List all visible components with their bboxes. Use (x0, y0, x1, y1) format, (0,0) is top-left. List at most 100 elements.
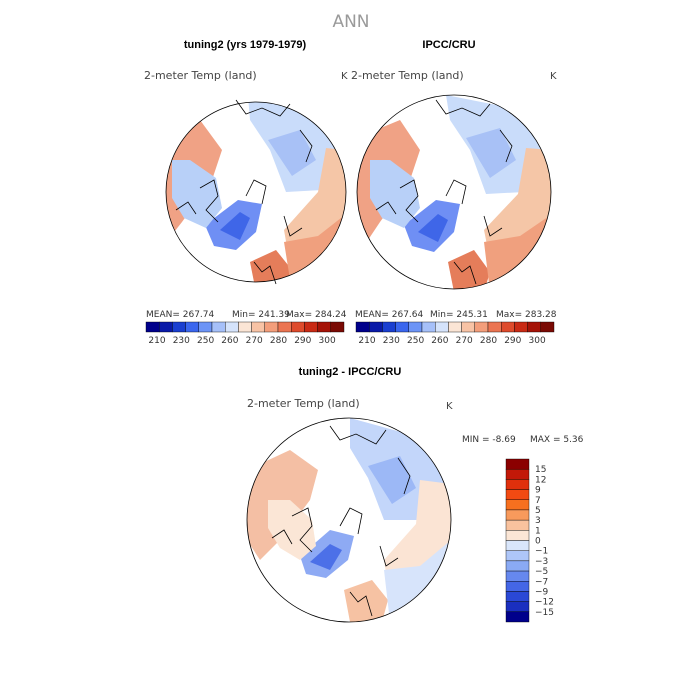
colorbar-swatch (304, 321, 318, 333)
colorbar-swatch (505, 509, 530, 521)
land-siberia-anom-interior (368, 456, 416, 504)
colorbar-tick-label: 1 (535, 526, 541, 536)
colorbar-swatch (461, 321, 476, 333)
colorbar-swatch (448, 321, 462, 333)
colorbar-tick-label: −9 (535, 587, 549, 597)
panel-obs-min: Min= 245.31 (430, 310, 488, 320)
panel-obs-map (357, 95, 551, 289)
colorbar-swatch (527, 321, 541, 333)
colorbar-tick-label: 15 (535, 465, 546, 475)
colorbar-swatch (505, 611, 530, 623)
colorbar-swatch (505, 519, 530, 531)
panel-diff-title: tuning2 - IPCC/CRU (299, 366, 402, 378)
colorbar-swatch (505, 479, 530, 490)
colorbar-swatch (474, 321, 489, 333)
land-siberia-interior (466, 128, 516, 178)
colorbar-swatch (505, 581, 530, 592)
colorbar-swatch (251, 321, 266, 333)
land-canada-anom (268, 500, 316, 560)
panel-obs-colorbar-labels: 210 230 250 260 270 280 290 300 (358, 336, 546, 346)
colorbar-tick-label: 250 (407, 336, 424, 346)
land-scandinavia-anom (344, 580, 388, 622)
panel-diff-variable: 2-meter Temp (land) (247, 397, 360, 410)
colorbar-swatch (224, 321, 239, 333)
colorbar-tick-label: 270 (246, 336, 263, 346)
panel-model-map (166, 102, 346, 282)
panel-model-min: Min= 241.39 (232, 310, 290, 320)
panel-diff-max: MAX = 5.36 (530, 435, 584, 445)
colorbar-tick-label: 12 (535, 475, 546, 485)
panel-model-mean: MEAN= 267.74 (146, 310, 215, 320)
panel-model-colorbar (145, 321, 345, 333)
colorbar-tick-label: 230 (173, 336, 190, 346)
colorbar-tick-label: 300 (319, 336, 336, 346)
colorbar-swatch (172, 321, 186, 333)
colorbar-tick-label: 290 (504, 336, 521, 346)
colorbar-swatch (145, 321, 160, 333)
colorbar-tick-label: 210 (148, 336, 165, 346)
colorbar-tick-label: −12 (535, 598, 554, 608)
colorbar-swatch (369, 321, 383, 333)
panel-obs-colorbar (355, 321, 555, 333)
colorbar-tick-label: 250 (197, 336, 214, 346)
panel-diff: tuning2 - IPCC/CRU 2-meter Temp (land) K… (246, 366, 584, 623)
panel-model: tuning2 (yrs 1979-1979) 2-meter Temp (la… (144, 39, 348, 346)
colorbar-swatch (277, 321, 292, 333)
colorbar-tick-label: 290 (294, 336, 311, 346)
colorbar-swatch (505, 540, 530, 551)
colorbar-tick-label: 270 (456, 336, 473, 346)
panel-model-max: Max= 284.24 (286, 310, 347, 320)
colorbar-tick-label: −5 (535, 567, 548, 577)
panel-obs-coastline (375, 99, 513, 285)
colorbar-swatch (505, 530, 530, 541)
colorbar-swatch (514, 321, 528, 333)
colorbar-swatch (291, 321, 305, 333)
colorbar-tick-label: 280 (480, 336, 497, 346)
panel-model-variable: 2-meter Temp (land) (144, 69, 257, 82)
land-greenland-core (220, 212, 250, 240)
colorbar-tick-label: 0 (535, 537, 541, 547)
colorbar-tick-label: −1 (535, 547, 548, 557)
super-title: ANN (332, 12, 369, 32)
colorbar-tick-label: −7 (535, 577, 548, 587)
colorbar-tick-label: 230 (383, 336, 400, 346)
colorbar-swatch (505, 601, 530, 613)
panel-model-units: K (341, 71, 348, 82)
colorbar-swatch (317, 321, 332, 333)
colorbar-swatch (505, 499, 530, 511)
panel-diff-map-border (246, 417, 452, 623)
colorbar-swatch (211, 321, 226, 333)
colorbar-swatch (505, 458, 530, 470)
colorbar-swatch (505, 489, 530, 500)
colorbar-swatch (487, 321, 502, 333)
colorbar-swatch (505, 570, 530, 582)
colorbar-swatch (158, 321, 173, 333)
colorbar-swatch (330, 321, 345, 333)
panel-model-coastline (175, 99, 313, 285)
colorbar-swatch (238, 321, 252, 333)
colorbar-swatch (395, 321, 410, 333)
panel-obs: IPCC/CRU 2-meter Temp (land) K MEAN= 267… (351, 39, 557, 346)
panel-obs-mean: MEAN= 267.64 (355, 310, 424, 320)
colorbar-swatch (505, 550, 530, 562)
land-greenland-anom-core (310, 544, 342, 570)
colorbar-tick-label: 300 (529, 336, 546, 346)
colorbar-tick-label: 9 (535, 486, 541, 496)
colorbar-swatch (198, 321, 213, 333)
land-siberia-interior (268, 130, 316, 176)
colorbar-swatch (505, 468, 530, 480)
panel-model-title: tuning2 (yrs 1979-1979) (184, 39, 307, 51)
colorbar-tick-label: 3 (535, 516, 541, 526)
panel-diff-map (247, 418, 451, 622)
panel-obs-max: Max= 283.28 (496, 310, 557, 320)
colorbar-tick-label: 5 (535, 506, 541, 516)
panel-diff-colorbar (505, 458, 530, 623)
colorbar-swatch (505, 591, 530, 602)
land-canada (172, 160, 222, 228)
colorbar-tick-label: −3 (535, 557, 548, 567)
panel-model-map-border (165, 101, 347, 283)
colorbar-tick-label: 210 (358, 336, 375, 346)
panel-model-colorbar-labels: 210 230 250 260 270 280 290 300 (148, 336, 336, 346)
